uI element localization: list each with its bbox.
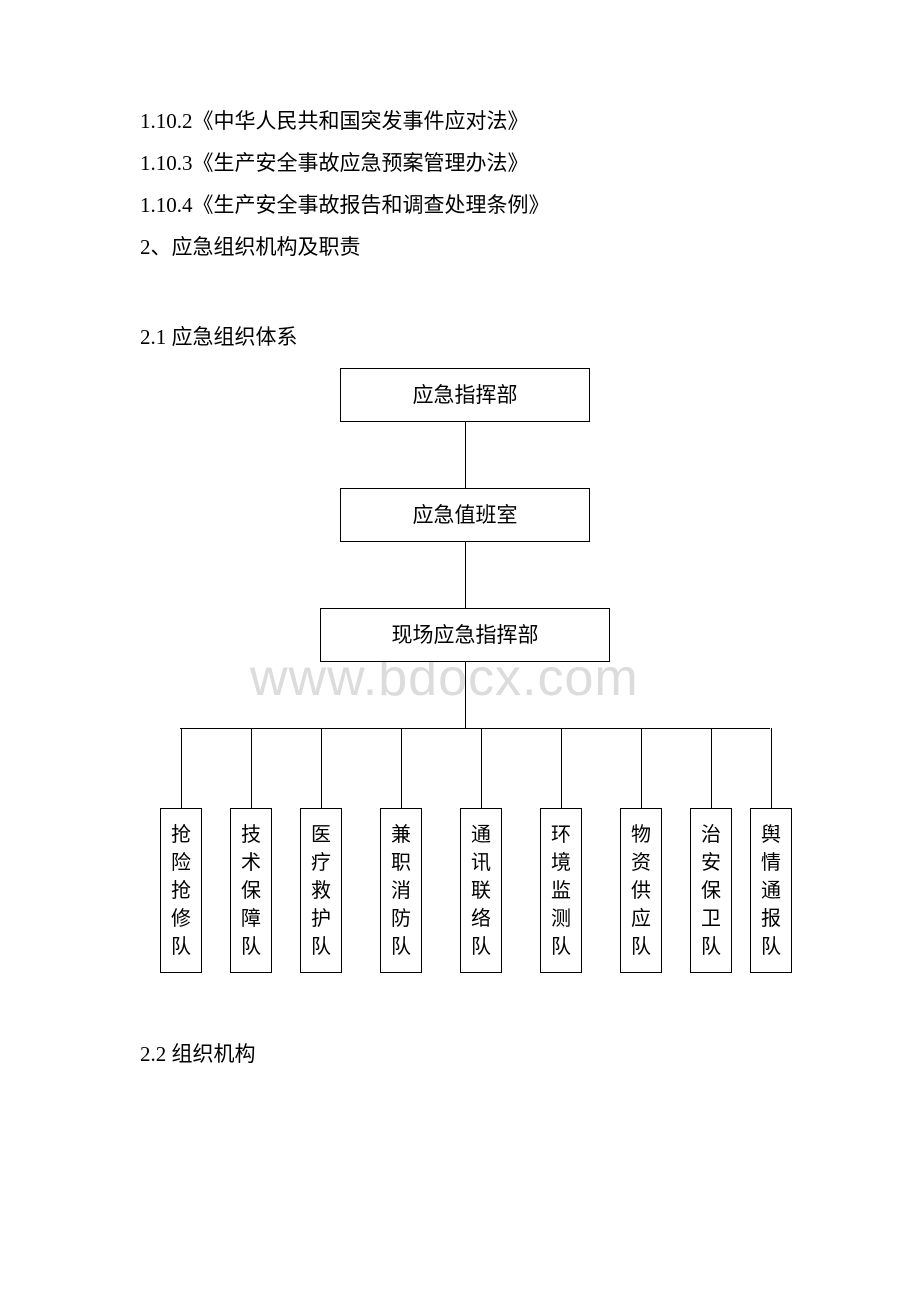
org-branch-line-1 xyxy=(251,728,252,808)
doc-line-4: 2、应急组织机构及职责 xyxy=(140,226,780,268)
org-branch-line-2 xyxy=(321,728,322,808)
org-branch-line-7 xyxy=(711,728,712,808)
section-2-1-title: 2.1 应急组织体系 xyxy=(140,316,780,358)
org-branch-line-5 xyxy=(561,728,562,808)
doc-line-3: 1.10.4《生产安全事故报告和调查处理条例》 xyxy=(140,184,780,226)
org-team-3: 兼职消防队 xyxy=(380,808,422,973)
org-team-2: 医疗救护队 xyxy=(300,808,342,973)
org-bus-line xyxy=(180,728,770,729)
org-team-7: 治安保卫队 xyxy=(690,808,732,973)
org-branch-line-3 xyxy=(401,728,402,808)
org-branch-line-8 xyxy=(771,728,772,808)
org-team-0: 抢险抢修队 xyxy=(160,808,202,973)
org-node-mid: 应急值班室 xyxy=(340,488,590,542)
org-team-4: 通讯联络队 xyxy=(460,808,502,973)
org-branch-line-6 xyxy=(641,728,642,808)
org-team-6: 物资供应队 xyxy=(620,808,662,973)
org-team-1: 技术保障队 xyxy=(230,808,272,973)
section-2-2-title: 2.2 组织机构 xyxy=(140,1033,780,1075)
org-connector-v-0 xyxy=(465,422,466,488)
doc-line-1: 1.10.2《中华人民共和国突发事件应对法》 xyxy=(140,100,780,142)
org-team-5: 环境监测队 xyxy=(540,808,582,973)
org-node-scene: 现场应急指挥部 xyxy=(320,608,610,662)
org-connector-v-2 xyxy=(465,662,466,728)
doc-line-2: 1.10.3《生产安全事故应急预案管理办法》 xyxy=(140,142,780,184)
org-team-8: 舆情通报队 xyxy=(750,808,792,973)
org-branch-line-4 xyxy=(481,728,482,808)
org-node-top: 应急指挥部 xyxy=(340,368,590,422)
org-branch-line-0 xyxy=(181,728,182,808)
org-connector-v-1 xyxy=(465,542,466,608)
org-chart: www.bdocx.com应急指挥部应急值班室现场应急指挥部抢险抢修队技术保障队… xyxy=(150,368,790,993)
